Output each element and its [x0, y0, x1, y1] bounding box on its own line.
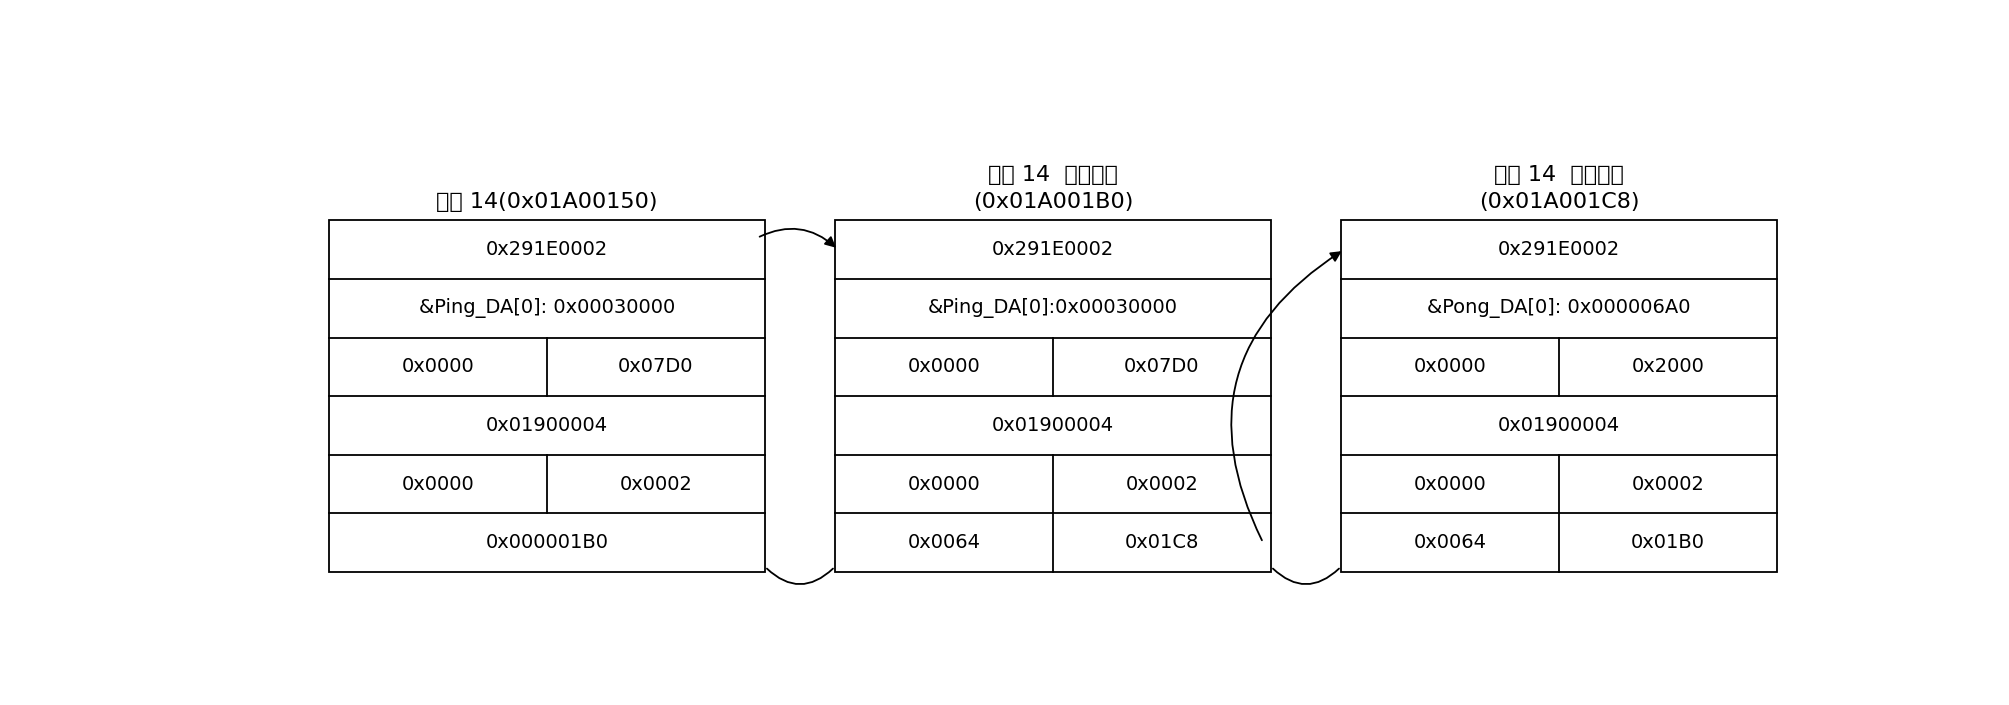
Text: 0x0000: 0x0000 — [402, 357, 474, 376]
Text: 通道 14(0x01A00150): 通道 14(0x01A00150) — [436, 192, 657, 212]
Text: 0x0064: 0x0064 — [908, 533, 980, 552]
Text: 0x01900004: 0x01900004 — [486, 416, 609, 435]
Text: 0x0000: 0x0000 — [908, 474, 980, 494]
Text: &Ping_DA[0]:0x00030000: &Ping_DA[0]:0x00030000 — [928, 298, 1177, 318]
Text: 0x0002: 0x0002 — [1125, 474, 1199, 494]
Text: 0x0064: 0x0064 — [1414, 533, 1487, 552]
Text: 0x07D0: 0x07D0 — [619, 357, 693, 376]
Text: &Pong_DA[0]: 0x000006A0: &Pong_DA[0]: 0x000006A0 — [1426, 298, 1692, 318]
Text: 0x0000: 0x0000 — [1414, 474, 1487, 494]
Text: 通道 14  乒缓冲区: 通道 14 乒缓冲区 — [1495, 165, 1623, 185]
Text: 0x0000: 0x0000 — [1414, 357, 1487, 376]
Text: (0x01A001C8): (0x01A001C8) — [1479, 192, 1639, 212]
Text: 0x01B0: 0x01B0 — [1631, 533, 1706, 552]
Text: 0x0002: 0x0002 — [619, 474, 693, 494]
Text: 0x07D0: 0x07D0 — [1125, 357, 1199, 376]
Bar — [1342, 220, 1778, 572]
Text: 通道 14  乒缓冲区: 通道 14 乒缓冲区 — [988, 165, 1117, 185]
FancyArrowPatch shape — [1274, 569, 1340, 584]
Text: 0x291E0002: 0x291E0002 — [992, 240, 1115, 259]
Text: 0x0000: 0x0000 — [908, 357, 980, 376]
Text: 0x291E0002: 0x291E0002 — [1499, 240, 1619, 259]
Text: 0x0002: 0x0002 — [1631, 474, 1704, 494]
Text: 0x01900004: 0x01900004 — [992, 416, 1115, 435]
Text: 0x01C8: 0x01C8 — [1125, 533, 1199, 552]
Text: &Ping_DA[0]: 0x00030000: &Ping_DA[0]: 0x00030000 — [418, 298, 675, 318]
Bar — [836, 220, 1272, 572]
Text: 0x000001B0: 0x000001B0 — [486, 533, 609, 552]
FancyArrowPatch shape — [767, 569, 834, 584]
Text: 0x291E0002: 0x291E0002 — [486, 240, 609, 259]
Text: 0x2000: 0x2000 — [1631, 357, 1704, 376]
Bar — [329, 220, 765, 572]
Text: 0x01900004: 0x01900004 — [1499, 416, 1619, 435]
Text: 0x0000: 0x0000 — [402, 474, 474, 494]
Text: (0x01A001B0): (0x01A001B0) — [972, 192, 1133, 212]
